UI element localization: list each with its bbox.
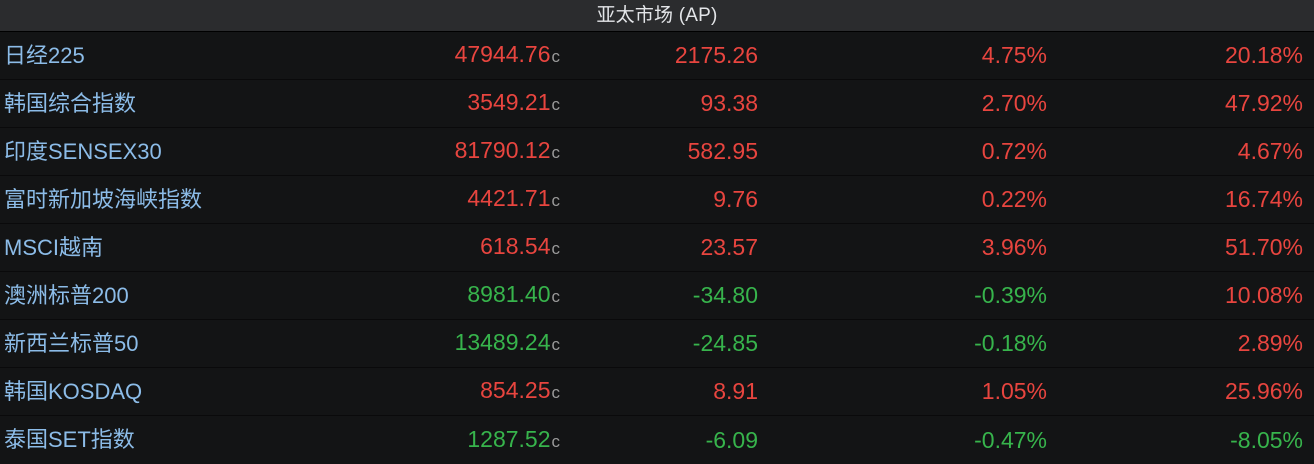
- index-name[interactable]: 日经225: [4, 43, 85, 68]
- index-ytd-percent: 47.92%: [1224, 91, 1303, 116]
- index-change-percent: 0.72%: [981, 139, 1047, 164]
- table-row[interactable]: 泰国SET指数 1287.52c -6.09 -0.47% -8.05%: [0, 416, 1314, 464]
- index-ytd-percent: 4.67%: [1237, 139, 1303, 164]
- price-close-suffix: c: [551, 383, 561, 402]
- table-row[interactable]: 富时新加坡海峡指数 4421.71c 9.76 0.22% 16.74%: [0, 176, 1314, 224]
- table-row[interactable]: 韩国综合指数 3549.21c 93.38 2.70% 47.92%: [0, 80, 1314, 128]
- index-name[interactable]: 澳洲标普200: [4, 283, 129, 308]
- price-close-suffix: c: [551, 95, 561, 114]
- index-name[interactable]: 泰国SET指数: [4, 428, 135, 452]
- index-name[interactable]: 富时新加坡海峡指数: [4, 187, 203, 212]
- index-price: 4421.71c: [400, 186, 560, 213]
- index-change: 582.95: [687, 139, 758, 164]
- index-change: -6.09: [705, 427, 758, 453]
- index-change: 93.38: [700, 91, 758, 116]
- index-ytd-percent: 2.89%: [1237, 331, 1303, 356]
- index-change-percent: 3.96%: [981, 235, 1047, 260]
- price-close-suffix: c: [551, 47, 561, 66]
- index-change: 8.91: [713, 379, 758, 404]
- index-price: 8981.40c: [400, 282, 560, 309]
- index-price-value: 8981.40: [467, 282, 551, 307]
- index-price-value: 13489.24: [454, 330, 551, 355]
- index-price-value: 3549.21: [467, 90, 551, 115]
- table-row[interactable]: 澳洲标普200 8981.40c -34.80 -0.39% 10.08%: [0, 272, 1314, 320]
- index-name[interactable]: 印度SENSEX30: [4, 139, 162, 164]
- index-change-percent: -0.39%: [974, 283, 1047, 308]
- index-ytd-percent: 25.96%: [1224, 379, 1303, 404]
- price-close-suffix: c: [551, 143, 561, 162]
- index-price: 618.54c: [400, 234, 560, 261]
- index-change-percent: 4.75%: [981, 43, 1047, 68]
- table-row[interactable]: 印度SENSEX30 81790.12c 582.95 0.72% 4.67%: [0, 128, 1314, 176]
- index-name[interactable]: 韩国KOSDAQ: [4, 379, 143, 404]
- price-close-suffix: c: [551, 191, 561, 210]
- index-price-value: 1287.52: [467, 426, 551, 452]
- index-change-percent: 1.05%: [981, 379, 1047, 404]
- index-ytd-percent: 10.08%: [1224, 283, 1303, 308]
- price-close-suffix: c: [551, 335, 561, 354]
- price-close-suffix: c: [551, 239, 561, 258]
- index-ytd-percent: 51.70%: [1224, 235, 1303, 260]
- index-name[interactable]: MSCI越南: [4, 235, 104, 260]
- index-change: -34.80: [692, 283, 758, 308]
- index-price: 47944.76c: [400, 42, 560, 69]
- index-price: 13489.24c: [400, 330, 560, 357]
- index-change: -24.85: [692, 331, 758, 356]
- index-change-percent: 2.70%: [981, 91, 1047, 116]
- index-ytd-percent: -8.05%: [1230, 427, 1303, 453]
- index-price-value: 618.54: [480, 234, 551, 259]
- table-row[interactable]: 韩国KOSDAQ 854.25c 8.91 1.05% 25.96%: [0, 368, 1314, 416]
- index-price-value: 4421.71: [467, 186, 551, 211]
- index-price: 1287.52c: [400, 427, 560, 454]
- index-change-percent: 0.22%: [981, 187, 1047, 212]
- index-price-value: 854.25: [480, 378, 551, 403]
- index-change-percent: -0.47%: [974, 427, 1047, 453]
- table-row[interactable]: 新西兰标普50 13489.24c -24.85 -0.18% 2.89%: [0, 320, 1314, 368]
- index-ytd-percent: 16.74%: [1224, 187, 1303, 212]
- index-price: 81790.12c: [400, 138, 560, 165]
- table-row[interactable]: MSCI越南 618.54c 23.57 3.96% 51.70%: [0, 224, 1314, 272]
- index-change: 9.76: [713, 187, 758, 212]
- panel-header: 亚太市场 (AP): [0, 0, 1314, 32]
- index-price: 854.25c: [400, 378, 560, 405]
- price-close-suffix: c: [551, 287, 561, 306]
- index-change-percent: -0.18%: [974, 331, 1047, 356]
- panel-title: 亚太市场 (AP): [596, 5, 718, 26]
- table-row[interactable]: 日经225 47944.76c 2175.26 4.75% 20.18%: [0, 32, 1314, 80]
- index-change: 23.57: [700, 235, 758, 260]
- index-ytd-percent: 20.18%: [1224, 43, 1303, 68]
- index-price-value: 81790.12: [454, 138, 551, 163]
- index-price: 3549.21c: [400, 90, 560, 117]
- index-price-value: 47944.76: [454, 42, 551, 67]
- price-close-suffix: c: [551, 431, 561, 451]
- index-change: 2175.26: [674, 43, 758, 68]
- index-name[interactable]: 韩国综合指数: [4, 91, 137, 116]
- quote-table: 日经225 47944.76c 2175.26 4.75% 20.18% 韩国综合指数 35…: [0, 32, 1314, 464]
- index-name[interactable]: 新西兰标普50: [4, 331, 139, 356]
